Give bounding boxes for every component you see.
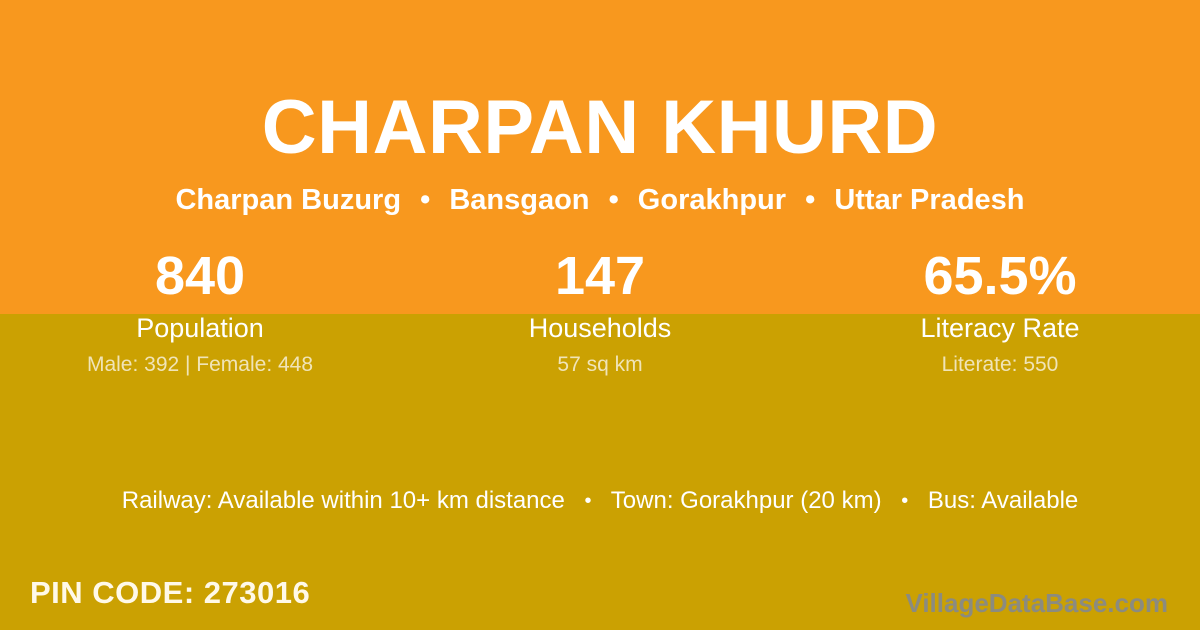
stats-row: 840 Population Male: 392 | Female: 448 1… [0, 246, 1200, 378]
breadcrumb-item-village: Charpan Buzurg [175, 184, 402, 216]
breadcrumb-item-state: Uttar Pradesh [834, 184, 1025, 216]
breadcrumb: Charpan Buzurg • Bansgaon • Gorakhpur • … [0, 184, 1200, 216]
households-label: Households [528, 313, 672, 343]
literate-count-detail: Literate: 550 [941, 353, 1059, 376]
area-detail: 57 sq km [557, 353, 643, 376]
breadcrumb-separator-dot: • [608, 184, 619, 216]
pin-code: PIN CODE: 273016 [30, 575, 311, 610]
amenities-line: Railway: Available within 10+ km distanc… [0, 486, 1200, 516]
population-value: 840 [154, 246, 246, 306]
breadcrumb-separator-dot: • [805, 184, 816, 216]
site-watermark: VillageDataBase.com [905, 588, 1168, 618]
households-value: 147 [554, 246, 646, 306]
literacy-rate-value: 65.5% [923, 246, 1077, 306]
stat-population: 840 Population Male: 392 | Female: 448 [0, 246, 400, 378]
amenities-separator-dot: • [584, 490, 592, 512]
breadcrumb-item-district: Gorakhpur [637, 184, 787, 216]
village-title: CHARPAN KHURD [261, 85, 939, 170]
bus-availability: Bus: Available [927, 487, 1079, 514]
literacy-rate-label: Literacy Rate [920, 313, 1080, 343]
stat-literacy: 65.5% Literacy Rate Literate: 550 [800, 246, 1200, 378]
population-label: Population [136, 313, 264, 343]
breadcrumb-separator-dot: • [420, 184, 431, 216]
nearest-town-info: Town: Gorakhpur (20 km) [610, 487, 882, 514]
population-gender-detail: Male: 392 | Female: 448 [86, 353, 314, 376]
amenities-separator-dot: • [901, 490, 909, 512]
stat-households: 147 Households 57 sq km [400, 246, 800, 378]
railway-availability: Railway: Available within 10+ km distanc… [121, 487, 565, 514]
breadcrumb-item-block: Bansgaon [449, 184, 590, 216]
